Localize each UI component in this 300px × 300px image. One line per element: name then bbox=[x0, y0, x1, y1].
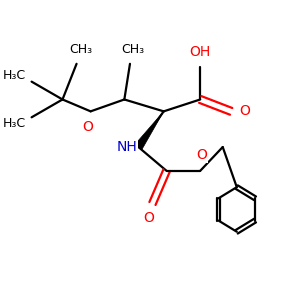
Text: O: O bbox=[143, 211, 154, 225]
Text: O: O bbox=[82, 120, 93, 134]
Text: O: O bbox=[196, 148, 207, 162]
Text: H₃C: H₃C bbox=[3, 117, 26, 130]
Text: CH₃: CH₃ bbox=[69, 44, 92, 56]
Text: CH₃: CH₃ bbox=[121, 44, 144, 56]
Text: NH: NH bbox=[116, 140, 137, 154]
Text: O: O bbox=[240, 104, 250, 118]
Polygon shape bbox=[135, 111, 164, 150]
Text: OH: OH bbox=[190, 45, 211, 59]
Text: H₃C: H₃C bbox=[3, 69, 26, 82]
